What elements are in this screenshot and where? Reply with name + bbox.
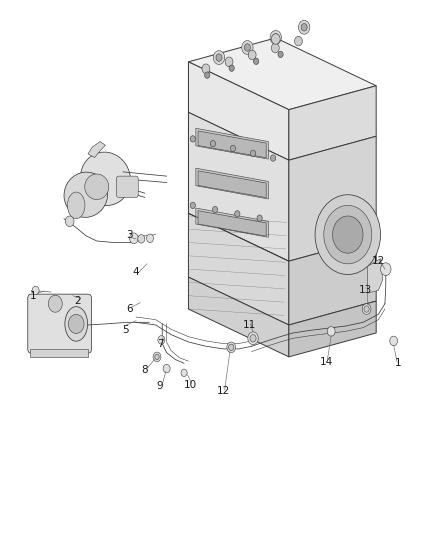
Circle shape	[362, 304, 371, 314]
Circle shape	[381, 263, 391, 276]
Circle shape	[248, 332, 258, 345]
Circle shape	[205, 72, 210, 78]
Circle shape	[230, 146, 236, 152]
Circle shape	[225, 57, 233, 67]
Polygon shape	[289, 237, 376, 325]
Polygon shape	[198, 211, 266, 236]
Circle shape	[212, 206, 218, 213]
Circle shape	[250, 335, 256, 342]
Circle shape	[294, 36, 302, 46]
Circle shape	[181, 369, 187, 376]
FancyBboxPatch shape	[28, 294, 92, 353]
Text: 12: 12	[217, 386, 230, 397]
Text: 10: 10	[184, 379, 197, 390]
Circle shape	[65, 216, 74, 227]
FancyBboxPatch shape	[117, 176, 138, 197]
Circle shape	[190, 136, 195, 142]
Circle shape	[364, 306, 369, 312]
Polygon shape	[188, 62, 289, 160]
Circle shape	[153, 352, 161, 362]
Circle shape	[147, 234, 153, 243]
Text: 7: 7	[157, 338, 163, 349]
Circle shape	[278, 51, 283, 58]
Polygon shape	[289, 301, 376, 357]
Text: 14: 14	[319, 357, 332, 367]
Circle shape	[213, 51, 225, 64]
Circle shape	[257, 215, 262, 221]
Polygon shape	[196, 208, 268, 237]
Polygon shape	[188, 277, 289, 357]
Polygon shape	[30, 349, 88, 357]
Text: 3: 3	[126, 230, 133, 240]
Circle shape	[327, 327, 335, 336]
Circle shape	[229, 65, 234, 71]
Circle shape	[272, 34, 280, 44]
Circle shape	[216, 54, 222, 61]
Circle shape	[210, 141, 215, 147]
Circle shape	[227, 342, 236, 353]
Ellipse shape	[85, 174, 109, 199]
Polygon shape	[188, 38, 376, 110]
Ellipse shape	[67, 192, 85, 219]
Text: 5: 5	[122, 325, 128, 335]
Text: 12: 12	[372, 256, 385, 266]
Circle shape	[32, 286, 39, 295]
Circle shape	[315, 195, 381, 274]
Text: 2: 2	[74, 296, 81, 306]
Polygon shape	[188, 213, 289, 325]
Circle shape	[298, 20, 310, 34]
Polygon shape	[188, 112, 289, 261]
Text: 11: 11	[243, 320, 256, 330]
Circle shape	[163, 365, 170, 373]
Circle shape	[251, 150, 256, 157]
Circle shape	[271, 155, 276, 161]
Circle shape	[244, 44, 251, 51]
Circle shape	[48, 295, 62, 312]
Polygon shape	[198, 131, 266, 158]
Text: 1: 1	[30, 290, 37, 301]
Text: 8: 8	[141, 365, 148, 375]
Text: 1: 1	[395, 358, 401, 368]
Circle shape	[158, 336, 165, 344]
Circle shape	[202, 64, 210, 74]
Circle shape	[130, 233, 138, 244]
Circle shape	[270, 30, 282, 44]
Polygon shape	[198, 171, 266, 198]
Text: 9: 9	[157, 381, 163, 391]
Circle shape	[324, 205, 372, 264]
Polygon shape	[367, 259, 383, 293]
Polygon shape	[196, 168, 268, 199]
Ellipse shape	[81, 152, 131, 206]
Circle shape	[301, 23, 307, 31]
Circle shape	[273, 34, 279, 41]
Circle shape	[272, 43, 279, 53]
Text: 13: 13	[359, 286, 372, 295]
Circle shape	[229, 344, 234, 351]
Circle shape	[254, 58, 259, 64]
Circle shape	[248, 50, 256, 60]
Ellipse shape	[65, 306, 88, 341]
Ellipse shape	[64, 172, 108, 217]
Polygon shape	[289, 136, 376, 261]
Text: 4: 4	[133, 267, 139, 277]
Circle shape	[138, 235, 145, 243]
Circle shape	[242, 41, 253, 54]
Circle shape	[332, 216, 363, 253]
Polygon shape	[196, 128, 268, 159]
Circle shape	[190, 202, 195, 208]
Circle shape	[390, 336, 398, 346]
Polygon shape	[289, 86, 376, 160]
Circle shape	[155, 354, 159, 360]
Circle shape	[235, 211, 240, 217]
Circle shape	[68, 314, 84, 334]
Polygon shape	[88, 142, 106, 158]
Text: 6: 6	[126, 304, 133, 314]
